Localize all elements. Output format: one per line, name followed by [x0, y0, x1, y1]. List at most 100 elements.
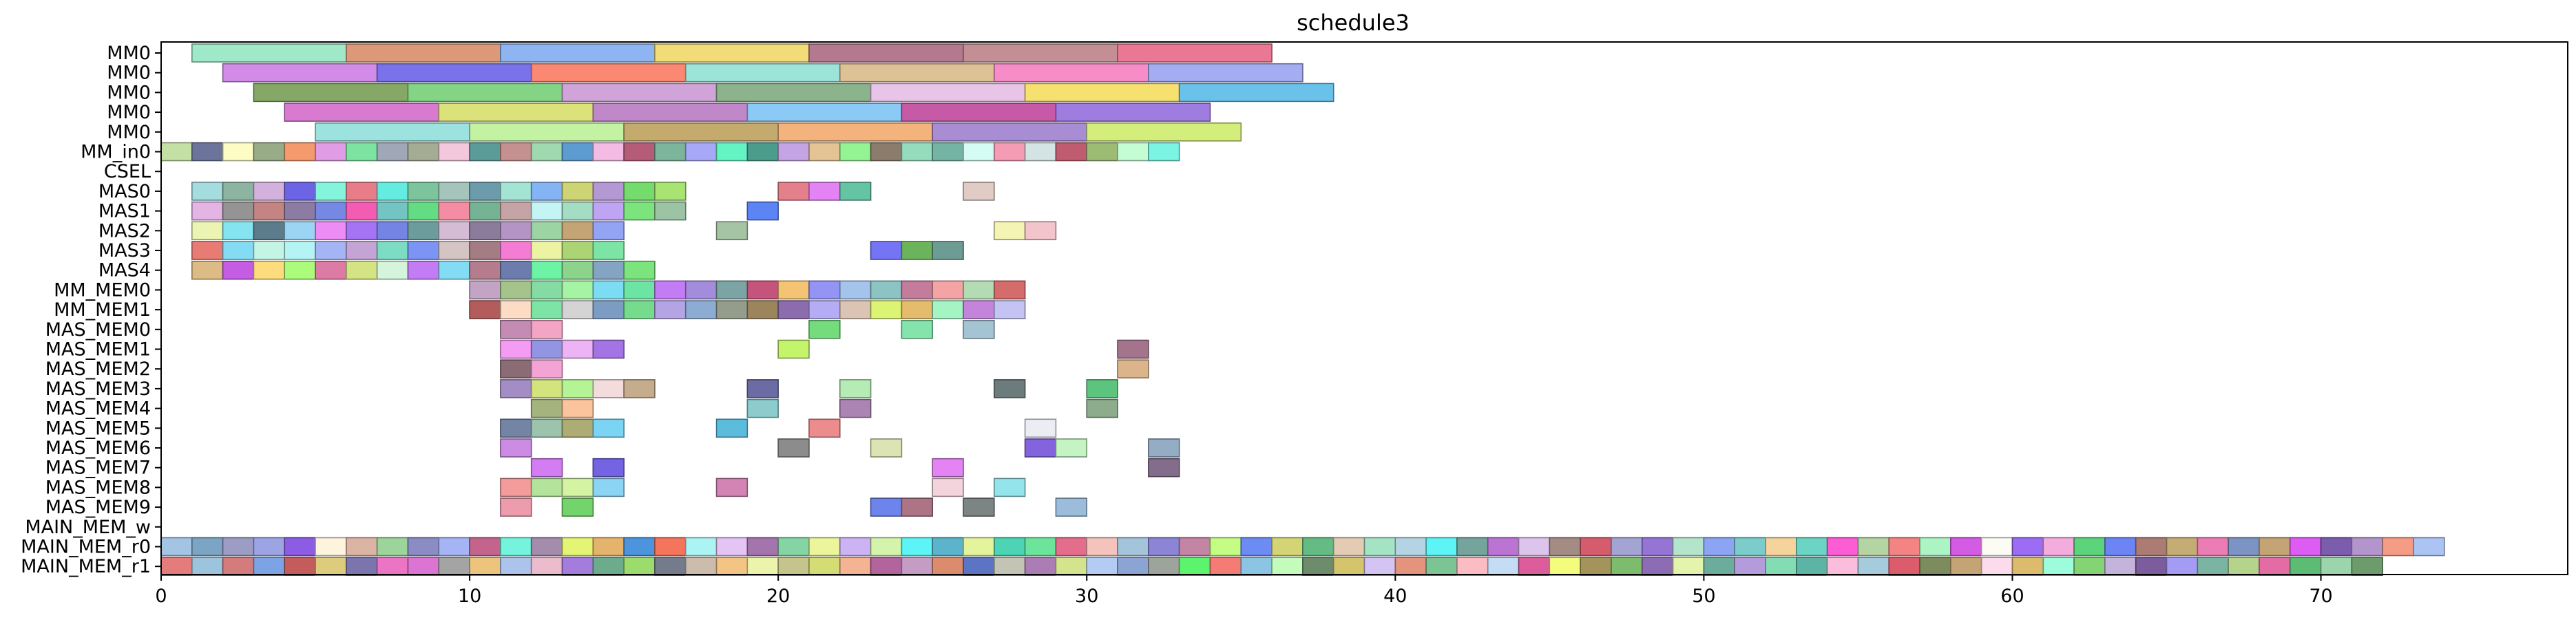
task-bar — [963, 319, 995, 339]
task-bar — [592, 557, 625, 577]
task-bar — [901, 557, 933, 577]
y-tick-label: MM_MEM0 — [54, 279, 151, 301]
task-bar — [500, 379, 532, 398]
task-bar — [160, 537, 193, 557]
task-bar — [932, 557, 964, 577]
task-bar — [500, 339, 532, 359]
task-bar — [901, 142, 933, 162]
task-bar — [407, 557, 440, 577]
task-bar — [438, 103, 594, 122]
task-bar — [2135, 537, 2168, 557]
y-tick-label: MAS_MEM4 — [45, 398, 151, 420]
task-bar — [684, 300, 718, 319]
task-bar — [315, 241, 347, 260]
task-bar — [808, 300, 841, 319]
task-bar — [222, 201, 255, 221]
task-bar — [222, 142, 255, 162]
task-bar — [500, 557, 532, 577]
task-bar — [1394, 537, 1427, 557]
bars-layer — [160, 43, 2445, 577]
task-bar — [1024, 83, 1180, 103]
task-bar — [901, 537, 933, 557]
task-bar — [746, 103, 903, 122]
task-bar — [160, 557, 193, 577]
task-bar — [561, 241, 594, 260]
y-tick-label: MAS0 — [98, 181, 151, 202]
task-bar — [654, 557, 687, 577]
task-bar — [1765, 557, 1797, 577]
task-bar — [932, 280, 964, 300]
y-tick-label: MAS_MEM3 — [45, 378, 151, 400]
task-bar — [346, 43, 501, 63]
task-bar — [346, 221, 378, 241]
task-bar — [715, 537, 748, 557]
task-bar — [1734, 537, 1766, 557]
task-bar — [253, 241, 286, 260]
task-bar — [315, 201, 347, 221]
y-tick-label: MAIN_MEM_r1 — [21, 556, 151, 577]
task-bar — [253, 201, 286, 221]
task-bar — [469, 221, 501, 241]
task-bar — [500, 142, 532, 162]
task-bar — [1117, 142, 1149, 162]
task-bar — [1117, 557, 1149, 577]
task-bar — [1888, 557, 1920, 577]
task-bar — [407, 182, 440, 201]
task-bar — [1240, 557, 1273, 577]
task-bar — [2320, 537, 2353, 557]
task-bar — [500, 478, 532, 497]
task-bar — [191, 241, 224, 260]
task-bar — [500, 241, 532, 260]
task-bar — [1117, 537, 1149, 557]
task-bar — [963, 182, 995, 201]
y-tick-label: MM0 — [107, 122, 151, 143]
task-bar — [1209, 557, 1242, 577]
task-bar — [561, 201, 594, 221]
task-bar — [839, 63, 995, 83]
task-bar — [623, 537, 656, 557]
task-bar — [315, 537, 347, 557]
task-bar — [901, 280, 933, 300]
task-bar — [407, 537, 440, 557]
task-bar — [2228, 557, 2260, 577]
task-bar — [1857, 537, 1890, 557]
y-tick-label: MM0 — [107, 63, 151, 84]
task-bar — [746, 398, 779, 418]
task-bar — [715, 557, 748, 577]
task-bar — [530, 300, 563, 319]
task-bar — [839, 379, 872, 398]
task-bar — [1240, 537, 1273, 557]
task-bar — [407, 241, 440, 260]
task-bar — [1148, 458, 1180, 478]
task-bar — [1024, 557, 1057, 577]
task-bar — [1086, 142, 1118, 162]
task-bar — [1024, 418, 1057, 438]
task-bar — [1055, 537, 1088, 557]
task-bar — [222, 537, 255, 557]
task-bar — [500, 300, 532, 319]
task-bar — [1826, 537, 1859, 557]
task-bar — [808, 537, 841, 557]
task-bar — [2042, 557, 2075, 577]
task-bar — [654, 537, 687, 557]
y-tick-label: MAS_MEM1 — [45, 339, 151, 361]
task-bar — [777, 142, 810, 162]
task-bar — [994, 478, 1026, 497]
y-tick-label: MM0 — [107, 43, 151, 64]
task-bar — [284, 182, 316, 201]
task-bar — [469, 241, 501, 260]
task-bar — [160, 142, 193, 162]
task-bar — [1672, 537, 1705, 557]
task-bar — [1580, 537, 1612, 557]
task-bar — [654, 280, 687, 300]
task-bar — [1456, 537, 1489, 557]
task-bar — [654, 142, 687, 162]
task-bar — [839, 182, 872, 201]
plot-frame — [160, 41, 2568, 575]
task-bar — [284, 537, 316, 557]
task-bar — [346, 260, 378, 280]
task-bar — [530, 241, 563, 260]
task-bar — [963, 497, 995, 517]
task-bar — [1086, 557, 1118, 577]
task-bar — [1672, 557, 1705, 577]
